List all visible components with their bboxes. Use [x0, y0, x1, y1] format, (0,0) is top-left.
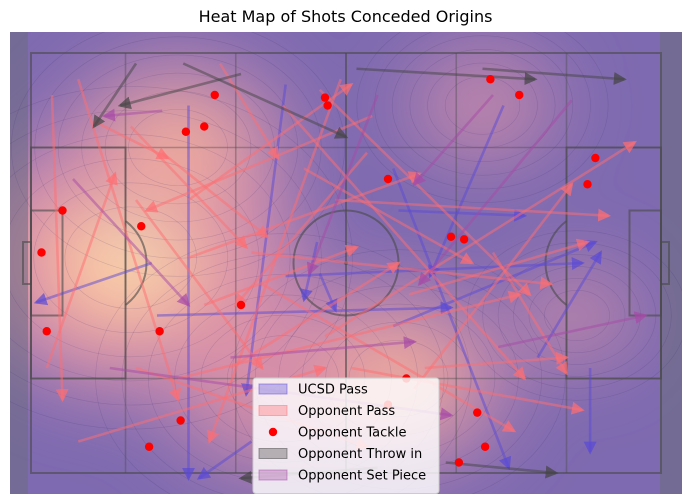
ucsd_pass-arrow-2 — [33, 261, 153, 306]
contour-0-6 — [10, 86, 353, 430]
contour-4-2 — [427, 62, 538, 149]
opponent_throw_in-arrow-3 — [92, 62, 138, 129]
opponent_pass-arrow-12 — [282, 104, 527, 381]
opponent_tackle-point-6 — [515, 90, 524, 100]
opponent_tackle-point-18 — [176, 416, 185, 425]
contour-1-1 — [128, 108, 228, 187]
opponent_pass-arrow-28 — [161, 151, 270, 239]
contour-0-5 — [10, 110, 322, 406]
opponent_throw_in-arrow-4 — [356, 67, 538, 86]
legend-marker-opponent_pass — [258, 405, 288, 416]
opponent_tackle-point-1 — [181, 127, 191, 136]
opponent_tackle-point-19 — [144, 442, 154, 451]
opponent_pass-arrow-17 — [408, 238, 590, 296]
chart-title: Heat Map of Shots Conceded Origins — [198, 7, 493, 26]
legend-label-opponent_pass: Opponent Pass — [298, 404, 395, 419]
opponent_throw_in-arrow-2 — [482, 67, 627, 85]
goal-left — [22, 241, 32, 285]
opponent_pass-arrow-6 — [45, 171, 118, 369]
opponent_tackle-point-3 — [320, 93, 330, 102]
opponent_set_piece-arrow-2 — [306, 94, 379, 276]
opponent_set_piece-arrow-5 — [230, 336, 417, 359]
opponent_pass-arrow-27 — [424, 351, 570, 370]
goal-right — [660, 241, 670, 285]
legend-box — [252, 377, 440, 494]
opponent_pass-arrow-13 — [324, 140, 637, 338]
legend-marker-ucsd_pass — [258, 383, 288, 395]
density-peak-0-level-3 — [91, 225, 171, 290]
legend-marker-opponent_throw_in — [258, 448, 288, 459]
contour-0-1 — [64, 206, 197, 309]
series-opponent_pass — [45, 62, 637, 450]
opponent_pass-arrow-29 — [261, 282, 517, 433]
heat-edge-left — [10, 32, 28, 494]
contour-5-2 — [528, 278, 626, 353]
opponent_tackle-point-4 — [323, 101, 332, 110]
contour-4-3 — [409, 49, 556, 162]
opponent_set_piece-arrow-6 — [72, 178, 191, 307]
opponent_pass-arrow-18 — [251, 251, 554, 290]
opponent_tackle-point-5 — [486, 75, 495, 84]
legend-label-opponent_set_piece: Opponent Set Piece — [298, 469, 426, 484]
opponent_pass-arrow-5 — [134, 199, 264, 371]
legend-label-ucsd_pass: UCSD Pass — [298, 383, 368, 398]
opponent_tackle-point-7 — [591, 153, 600, 163]
opponent_pass-arrow-9 — [188, 171, 422, 259]
opponent_pass-arrow-14 — [335, 198, 612, 222]
legend-label-opponent_throw_in: Opponent Throw in — [298, 447, 422, 462]
opponent_tackle-point-9 — [383, 174, 393, 184]
opponent_tackle-point-13 — [37, 248, 46, 257]
opponent_pass-arrow-10 — [203, 244, 359, 307]
opponent_tackle-point-16 — [155, 327, 164, 336]
opponent_tackle-point-23 — [480, 442, 490, 451]
opponent_tackle-point-15 — [236, 300, 246, 310]
opponent_tackle-point-11 — [459, 235, 469, 244]
legend-marker-opponent_tackle — [268, 427, 278, 437]
opponent_tackle-point-14 — [137, 222, 146, 231]
contour-4-4 — [391, 35, 574, 176]
opponent_pass-arrow-3 — [50, 94, 69, 403]
opponent_tackle-point-0 — [210, 90, 219, 100]
contour-1-6 — [11, 32, 345, 277]
opponent_pass-arrow-25 — [303, 167, 475, 265]
opponent_throw_in-arrow-1 — [182, 62, 349, 139]
ucsd_pass-arrow-3 — [156, 301, 454, 317]
ucsd_pass-arrow-12 — [196, 440, 253, 480]
legend-marker-opponent_set_piece — [258, 469, 288, 481]
legend-label-opponent_tackle: Opponent Tackle — [298, 426, 406, 441]
penalty-arc-left — [124, 220, 148, 306]
contour-4-6 — [356, 32, 609, 203]
opponent_tackle-point-24 — [454, 458, 464, 467]
opponent_tackle-point-10 — [446, 232, 456, 241]
opponent_pass-arrow-7 — [129, 125, 249, 250]
opponent_tackle-point-17 — [42, 327, 51, 336]
ucsd_pass-arrow-7 — [536, 250, 602, 359]
ucsd_pass-arrow-10 — [398, 208, 528, 222]
series-layer — [33, 62, 648, 484]
opponent_pass-arrow-23 — [491, 251, 568, 376]
opponent_set_piece-arrow-3 — [497, 311, 648, 349]
opponent_tackle-point-8 — [583, 180, 592, 189]
opponent_pass-arrow-15 — [351, 366, 585, 415]
series-opponent_tackle — [37, 75, 600, 467]
opponent_set_piece-arrow-0 — [101, 108, 163, 122]
opponent_set_piece-arrow-7 — [417, 99, 573, 287]
opponent_pass-arrow-24 — [318, 88, 532, 297]
heat-edge-right — [660, 32, 682, 494]
opponent_tackle-point-22 — [473, 408, 482, 417]
opponent_tackle-point-12 — [58, 206, 67, 215]
legend: UCSD Pass Opponent Pass Opponent Tackle Opp… — [252, 377, 440, 494]
opponent_throw_in-arrow-5 — [445, 461, 559, 479]
contour-0-3 — [10, 158, 260, 358]
opponent_pass-arrow-16 — [413, 182, 574, 390]
opponent_set_piece-arrow-1 — [412, 94, 494, 187]
opponent_tackle-point-2 — [200, 122, 209, 131]
contour-0-2 — [33, 182, 229, 334]
